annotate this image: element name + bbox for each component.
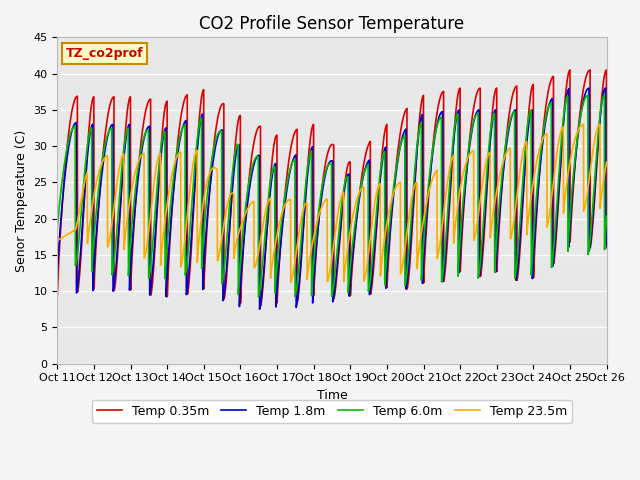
Title: CO2 Profile Sensor Temperature: CO2 Profile Sensor Temperature xyxy=(200,15,465,33)
Temp 1.8m xyxy=(54,267,61,273)
Legend: Temp 0.35m, Temp 1.8m, Temp 6.0m, Temp 23.5m: Temp 0.35m, Temp 1.8m, Temp 6.0m, Temp 2… xyxy=(92,400,572,423)
Temp 1.8m xyxy=(288,160,296,166)
Line: Temp 1.8m: Temp 1.8m xyxy=(58,88,607,309)
Temp 0.35m xyxy=(586,67,594,73)
Temp 0.35m xyxy=(592,173,600,179)
Temp 23.5m xyxy=(54,238,61,243)
Temp 0.35m xyxy=(116,213,124,218)
Temp 0.35m xyxy=(288,139,296,145)
Text: TZ_co2prof: TZ_co2prof xyxy=(66,47,143,60)
Temp 6.0m xyxy=(255,294,262,300)
Temp 6.0m xyxy=(600,93,608,98)
Y-axis label: Senor Temperature (C): Senor Temperature (C) xyxy=(15,130,28,272)
Temp 23.5m xyxy=(533,158,541,164)
Temp 1.8m xyxy=(602,85,609,91)
Temp 1.8m xyxy=(264,212,272,218)
Temp 6.0m xyxy=(116,187,124,193)
Temp 23.5m xyxy=(264,199,272,205)
X-axis label: Time: Time xyxy=(317,389,348,402)
Line: Temp 0.35m: Temp 0.35m xyxy=(58,70,607,306)
Temp 0.35m xyxy=(148,278,156,284)
Temp 0.35m xyxy=(54,292,61,298)
Temp 6.0m xyxy=(592,160,600,166)
Temp 23.5m xyxy=(116,162,124,168)
Temp 0.35m xyxy=(603,245,611,251)
Temp 23.5m xyxy=(288,276,296,281)
Temp 23.5m xyxy=(596,121,604,127)
Temp 6.0m xyxy=(264,197,272,203)
Temp 23.5m xyxy=(592,131,600,137)
Line: Temp 6.0m: Temp 6.0m xyxy=(58,96,607,297)
Temp 6.0m xyxy=(603,213,611,219)
Temp 0.35m xyxy=(264,209,272,215)
Temp 6.0m xyxy=(288,161,296,167)
Temp 6.0m xyxy=(54,223,61,229)
Temp 23.5m xyxy=(287,280,294,286)
Temp 0.35m xyxy=(257,303,264,309)
Temp 0.35m xyxy=(533,209,541,215)
Temp 1.8m xyxy=(256,306,264,312)
Temp 1.8m xyxy=(148,268,156,274)
Temp 1.8m xyxy=(603,226,611,231)
Line: Temp 23.5m: Temp 23.5m xyxy=(58,124,607,283)
Temp 6.0m xyxy=(148,241,156,247)
Temp 6.0m xyxy=(533,189,541,195)
Temp 1.8m xyxy=(592,169,600,175)
Temp 1.8m xyxy=(533,204,541,209)
Temp 1.8m xyxy=(116,207,124,213)
Temp 23.5m xyxy=(603,159,611,165)
Temp 23.5m xyxy=(148,192,156,198)
